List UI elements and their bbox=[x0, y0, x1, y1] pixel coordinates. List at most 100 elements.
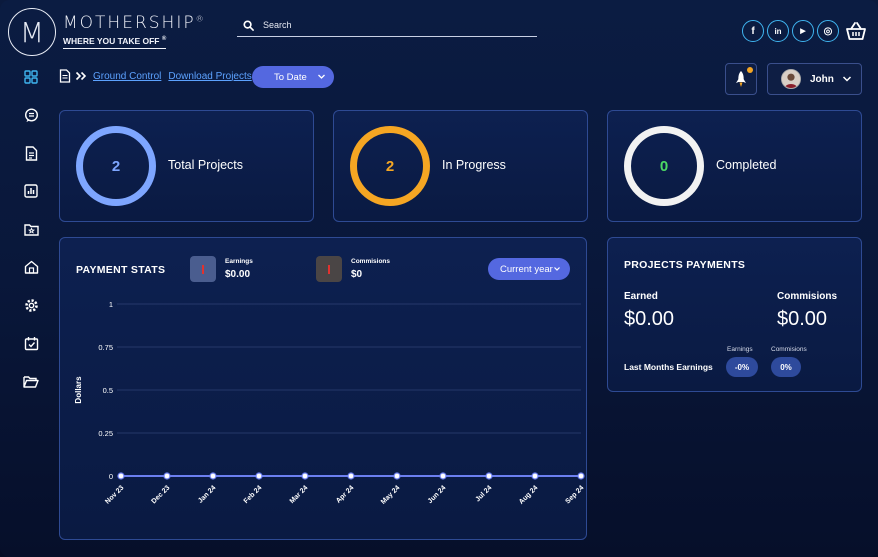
notification-badge bbox=[747, 67, 753, 73]
commissions-legend-label: Commisions bbox=[351, 258, 391, 265]
data-point[interactable] bbox=[577, 472, 585, 480]
chat-icon[interactable] bbox=[20, 104, 42, 126]
y-axis-label: Dollars bbox=[74, 376, 83, 404]
x-tick-label: Dec 23 bbox=[150, 484, 171, 505]
y-ticks: 0 0.25 0.5 0.75 1 bbox=[98, 300, 113, 481]
search-input[interactable] bbox=[263, 20, 523, 30]
data-point[interactable] bbox=[485, 472, 493, 480]
earnings-legend-value: $0.00 bbox=[225, 269, 251, 280]
data-point[interactable] bbox=[301, 472, 309, 480]
y-tick-label: 0.25 bbox=[98, 429, 113, 438]
gear-icon[interactable] bbox=[20, 294, 42, 316]
breadcrumb-download-projects[interactable]: Download Projects bbox=[168, 70, 252, 82]
stat-ring: 0 bbox=[624, 126, 704, 206]
commissions-value: $0.00 bbox=[777, 308, 828, 330]
data-point[interactable] bbox=[209, 472, 217, 480]
data-point[interactable] bbox=[255, 472, 263, 480]
bar-chart-icon[interactable] bbox=[20, 180, 42, 202]
facebook-icon[interactable]: f bbox=[742, 20, 764, 42]
commissions-label: Commisions bbox=[777, 291, 838, 302]
x-tick-label: Sep 24 bbox=[564, 484, 585, 505]
data-point[interactable] bbox=[163, 472, 171, 480]
year-dropdown[interactable]: Current year bbox=[488, 258, 570, 280]
payment-chart: Dollars 0 0.25 0.5 0.75 1 Nov 23 Dec 23 Jan 24… bbox=[74, 300, 585, 506]
search-bar bbox=[237, 14, 537, 37]
earnings-legend-swatch[interactable] bbox=[190, 256, 216, 282]
brand-tagline: WHERE YOU TAKE OFF ® bbox=[63, 36, 167, 49]
x-tick-label: Jan 24 bbox=[197, 484, 217, 504]
instagram-icon[interactable]: ◎ bbox=[817, 20, 839, 42]
data-point[interactable] bbox=[117, 472, 125, 480]
payment-stats-title: PAYMENT STATS bbox=[76, 264, 166, 276]
y-tick-label: 0.75 bbox=[98, 343, 113, 352]
x-tick-label: Apr 24 bbox=[335, 484, 355, 504]
data-point[interactable] bbox=[347, 472, 355, 480]
earnings-small-label: Earnings bbox=[727, 346, 753, 353]
data-point[interactable] bbox=[439, 472, 447, 480]
folder-open-icon[interactable] bbox=[20, 370, 42, 392]
calendar-check-icon[interactable] bbox=[20, 332, 42, 354]
y-tick-label: 0.5 bbox=[103, 386, 113, 395]
commissions-legend-swatch[interactable] bbox=[316, 256, 342, 282]
stat-label: Completed bbox=[716, 158, 777, 172]
data-point[interactable] bbox=[531, 472, 539, 480]
x-tick-label: Jun 24 bbox=[427, 484, 448, 505]
x-tick-label: Jul 24 bbox=[474, 484, 493, 503]
page-icon bbox=[59, 69, 71, 83]
stat-ring: 2 bbox=[76, 126, 156, 206]
commissions-pct-badge: 0% bbox=[771, 357, 801, 377]
x-tick-label: Mar 24 bbox=[289, 484, 310, 505]
data-point[interactable] bbox=[393, 472, 401, 480]
commissions-small-label: Commisions bbox=[771, 346, 807, 353]
stat-label: In Progress bbox=[442, 158, 506, 172]
stat-card-in-progress: 2 In Progress bbox=[333, 110, 588, 222]
stat-card-completed: 0 Completed bbox=[607, 110, 862, 222]
chevron-down-icon bbox=[842, 76, 852, 82]
earnings-legend-label: Earnings bbox=[225, 258, 253, 265]
linkedin-icon[interactable]: in bbox=[767, 20, 789, 42]
chevron-down-icon bbox=[554, 267, 560, 271]
basket-icon[interactable] bbox=[844, 20, 868, 42]
stat-label: Total Projects bbox=[168, 158, 244, 172]
user-menu[interactable]: John bbox=[767, 63, 862, 95]
stat-card-total-projects: 2 Total Projects bbox=[59, 110, 314, 222]
y-tick-label: 0 bbox=[109, 472, 113, 481]
stat-ring: 2 bbox=[350, 126, 430, 206]
dashboard-icon[interactable] bbox=[20, 66, 42, 88]
brand-name: MOTHERSHIP® bbox=[63, 13, 204, 34]
x-tick-label: Nov 23 bbox=[104, 484, 125, 505]
x-tick-label: May 24 bbox=[380, 484, 402, 506]
logo-mark: M bbox=[8, 8, 56, 56]
notifications-button[interactable] bbox=[725, 63, 757, 95]
earned-value: $0.00 bbox=[624, 308, 675, 330]
avatar bbox=[781, 69, 801, 89]
double-chevron-icon bbox=[75, 71, 87, 81]
series-line bbox=[117, 472, 585, 480]
y-tick-label: 1 bbox=[109, 300, 113, 309]
folder-star-icon[interactable] bbox=[20, 218, 42, 240]
rocket-icon bbox=[736, 71, 746, 87]
search-icon[interactable] bbox=[243, 19, 254, 31]
date-range-dropdown[interactable]: To Date bbox=[252, 66, 334, 88]
payment-stats-card: PAYMENT STATS Earnings $0.00 Commisions … bbox=[59, 237, 587, 540]
grid-lines bbox=[117, 303, 581, 477]
projects-payments-card: PROJECTS PAYMENTS Earned $0.00 Commision… bbox=[607, 237, 862, 392]
breadcrumb: Ground Control Download Projects bbox=[59, 67, 259, 85]
last-months-label: Last Months Earnings bbox=[624, 362, 713, 372]
x-ticks: Nov 23 Dec 23 Jan 24 Feb 24 Mar 24 Apr 24 May … bbox=[104, 484, 585, 506]
projects-payments-title: PROJECTS PAYMENTS bbox=[624, 259, 746, 271]
x-tick-label: Aug 24 bbox=[518, 484, 540, 506]
youtube-icon[interactable]: ▶ bbox=[792, 20, 814, 42]
social-links: f in ▶ ◎ bbox=[742, 20, 868, 42]
earned-label: Earned bbox=[624, 291, 658, 302]
user-name: John bbox=[810, 73, 834, 85]
document-icon[interactable] bbox=[20, 142, 42, 164]
earnings-pct-badge: -0% bbox=[726, 357, 758, 377]
brand-logo[interactable]: M MOTHERSHIP® WHERE YOU TAKE OFF ® bbox=[8, 8, 204, 56]
breadcrumb-ground-control[interactable]: Ground Control bbox=[93, 70, 162, 82]
home-icon[interactable] bbox=[20, 256, 42, 278]
chevron-down-icon bbox=[318, 74, 325, 79]
x-tick-label: Feb 24 bbox=[243, 484, 264, 505]
commissions-legend-value: $0 bbox=[351, 269, 363, 280]
